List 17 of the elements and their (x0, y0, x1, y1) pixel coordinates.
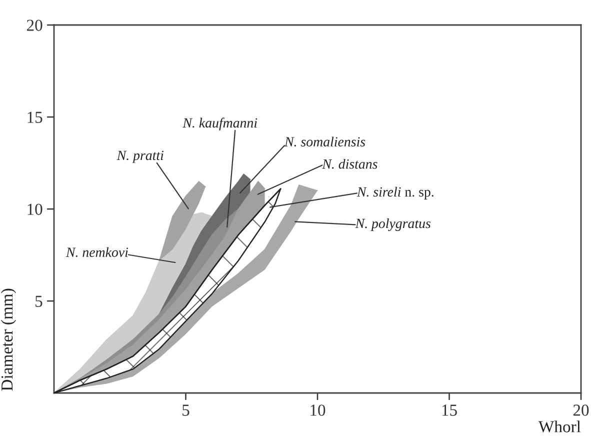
text: N. distans (322, 158, 378, 169)
y-tick-label: 15 (28, 112, 42, 123)
text: N. nemkovi (66, 247, 128, 258)
text: N. sireli n. sp. (356, 186, 434, 200)
text: N. somaliensis (284, 136, 366, 147)
x-tick-label: 5 (182, 404, 190, 416)
x-axis-title: Whorl (538, 420, 581, 432)
x-tick-label: 10 (310, 404, 326, 416)
y-tick-label: 5 (36, 296, 42, 307)
y-axis-title: Diameter (mm) (0, 288, 16, 391)
y-tick-label: 20 (26, 20, 42, 31)
text: N. pratti (116, 150, 164, 163)
x-tick-label: 20 (573, 404, 589, 416)
text: N. kaufmanni (182, 118, 258, 130)
text: N. polygratus (355, 218, 430, 232)
y-tick-label: 10 (28, 204, 42, 215)
x-tick-label: 15 (442, 404, 457, 416)
